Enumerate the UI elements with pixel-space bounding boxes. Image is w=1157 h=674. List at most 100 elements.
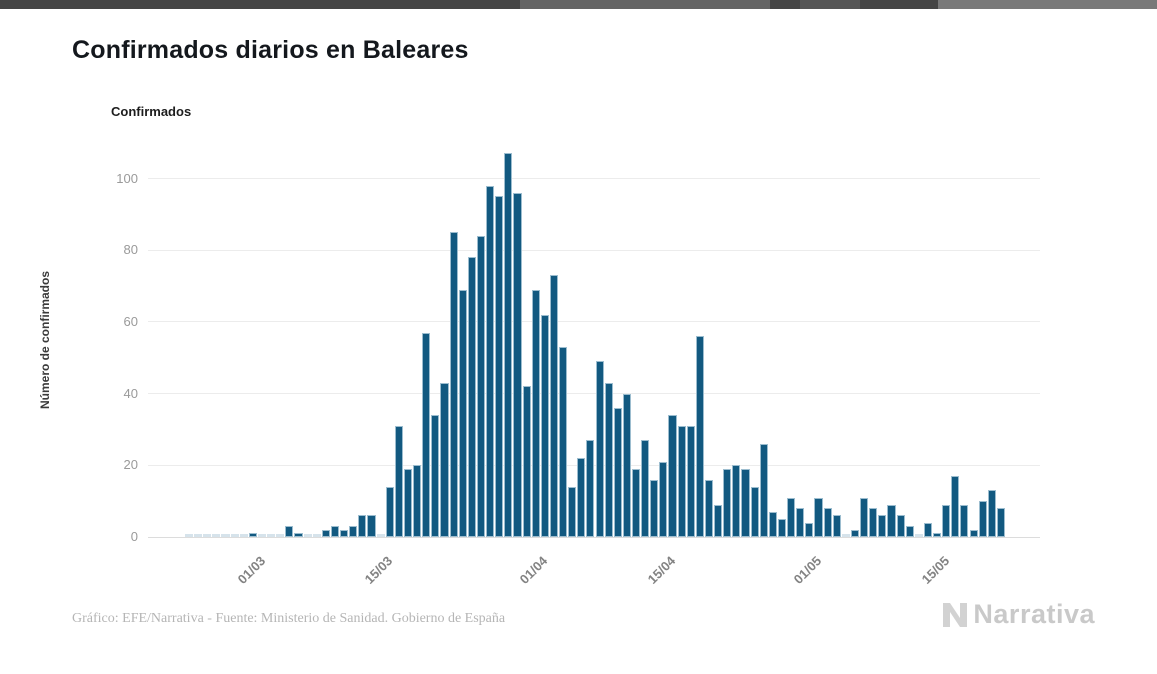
bar-15/03[interactable]	[385, 486, 394, 537]
bar-29/03[interactable]	[513, 192, 522, 537]
bar-05/04[interactable]	[577, 458, 586, 537]
bar-01/05[interactable]	[814, 497, 823, 537]
bar-01/04[interactable]	[540, 314, 549, 537]
bar-24/04[interactable]	[750, 486, 759, 537]
bar-19/05[interactable]	[978, 501, 987, 537]
bar-10/03[interactable]	[340, 529, 349, 537]
bar-02/05[interactable]	[823, 508, 832, 537]
bar-07/03[interactable]	[312, 534, 321, 537]
bar-25/02[interactable]	[212, 534, 221, 537]
bar-22/02[interactable]	[185, 534, 194, 537]
bar-08/04[interactable]	[604, 382, 613, 537]
bar-14/03[interactable]	[376, 534, 385, 537]
bar-04/05[interactable]	[841, 534, 850, 537]
bar-11/04[interactable]	[631, 468, 641, 537]
bar-26/02[interactable]	[221, 534, 230, 537]
bar-03/05[interactable]	[832, 515, 841, 537]
bar-23/03[interactable]	[458, 289, 467, 537]
gridline	[148, 249, 1040, 251]
bar-23/04[interactable]	[741, 468, 750, 537]
bar-06/05[interactable]	[860, 497, 869, 537]
bar-21/04[interactable]	[723, 468, 732, 537]
x-tick-label-15-03: 15/03	[361, 553, 396, 587]
bar-20/03[interactable]	[431, 415, 440, 537]
bar-04/03[interactable]	[285, 526, 294, 537]
bar-14/04[interactable]	[659, 461, 668, 537]
bar-18/05[interactable]	[969, 529, 978, 537]
bar-07/05[interactable]	[869, 508, 878, 537]
bar-25/04[interactable]	[759, 443, 768, 537]
bar-31/03[interactable]	[531, 289, 540, 537]
bar-09/04[interactable]	[613, 407, 622, 537]
y-tick-label: 20	[123, 457, 138, 473]
top-bar-segment	[938, 0, 1157, 9]
bar-03/04[interactable]	[559, 346, 568, 537]
bar-22/03[interactable]	[449, 232, 458, 537]
bar-02/03[interactable]	[267, 534, 276, 537]
bar-28/02[interactable]	[239, 534, 248, 537]
gridline	[148, 393, 1040, 395]
bar-26/03[interactable]	[486, 185, 495, 537]
bar-27/02[interactable]	[230, 534, 239, 537]
bar-29/04[interactable]	[796, 508, 805, 537]
bar-27/03[interactable]	[495, 196, 504, 537]
bar-28/04[interactable]	[787, 497, 796, 537]
y-tick-label: 80	[123, 242, 138, 258]
bar-30/04[interactable]	[805, 522, 814, 537]
bar-16/05[interactable]	[951, 476, 960, 537]
bar-14/05[interactable]	[933, 533, 942, 537]
bar-20/04[interactable]	[714, 504, 723, 537]
bar-29/02[interactable]	[248, 533, 257, 537]
bar-28/03[interactable]	[504, 153, 513, 537]
bar-12/05[interactable]	[914, 534, 923, 537]
bar-16/04[interactable]	[677, 425, 686, 537]
bar-06/04[interactable]	[586, 440, 595, 537]
bar-13/03[interactable]	[367, 515, 376, 537]
bar-23/02[interactable]	[194, 534, 203, 537]
bar-03/03[interactable]	[276, 534, 285, 537]
top-bar-segment	[800, 0, 860, 9]
brand-name: Narrativa	[973, 599, 1095, 629]
bar-05/05[interactable]	[850, 529, 860, 537]
bar-15/04[interactable]	[668, 415, 677, 537]
bar-27/04[interactable]	[777, 519, 787, 537]
bar-05/03[interactable]	[294, 533, 303, 537]
bar-12/03[interactable]	[358, 515, 367, 537]
bar-13/04[interactable]	[650, 479, 659, 537]
bar-19/03[interactable]	[422, 332, 431, 537]
bar-12/04[interactable]	[641, 440, 650, 537]
bar-18/03[interactable]	[413, 465, 422, 537]
bar-07/04[interactable]	[595, 361, 604, 537]
bar-11/03[interactable]	[349, 526, 358, 537]
bar-02/04[interactable]	[549, 275, 558, 537]
bar-16/03[interactable]	[394, 425, 403, 537]
bar-17/03[interactable]	[403, 468, 413, 537]
bar-11/05[interactable]	[905, 526, 914, 537]
bar-24/02[interactable]	[203, 534, 212, 537]
bar-09/05[interactable]	[887, 504, 896, 537]
bar-24/03[interactable]	[467, 257, 476, 537]
bar-17/05[interactable]	[960, 504, 969, 537]
bar-30/03[interactable]	[522, 386, 531, 537]
bar-26/04[interactable]	[768, 511, 777, 537]
bar-22/04[interactable]	[732, 465, 741, 537]
bar-10/04[interactable]	[622, 393, 631, 537]
bar-04/04[interactable]	[568, 486, 577, 537]
legend: Confirmados	[75, 104, 191, 119]
bar-06/03[interactable]	[303, 534, 312, 537]
bar-18/04[interactable]	[695, 336, 704, 537]
bar-25/03[interactable]	[476, 235, 486, 537]
bar-08/05[interactable]	[878, 515, 887, 537]
bar-01/03[interactable]	[257, 534, 267, 537]
bar-21/05[interactable]	[996, 508, 1005, 537]
bar-20/05[interactable]	[987, 490, 996, 537]
bar-08/03[interactable]	[321, 529, 330, 537]
bar-17/04[interactable]	[686, 425, 695, 537]
bar-21/03[interactable]	[440, 382, 449, 537]
bar-10/05[interactable]	[896, 515, 905, 537]
bar-13/05[interactable]	[923, 522, 932, 537]
bar-15/05[interactable]	[942, 504, 951, 537]
bar-09/03[interactable]	[330, 526, 340, 537]
bar-19/04[interactable]	[704, 479, 714, 537]
top-bar	[0, 0, 1157, 9]
